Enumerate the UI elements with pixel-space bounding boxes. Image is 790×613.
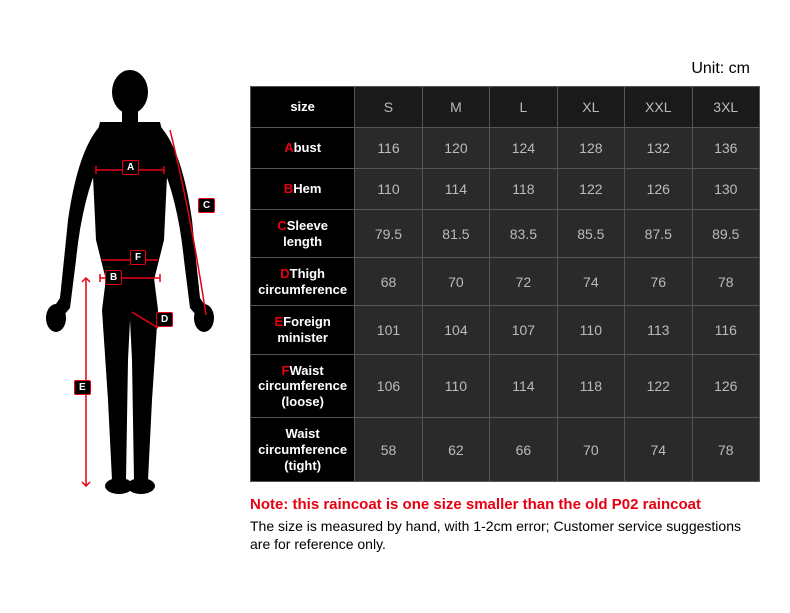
table-cell: 124 <box>490 128 557 169</box>
size-header-cell: size <box>251 87 355 128</box>
table-cell: 130 <box>692 169 759 210</box>
table-cell: 62 <box>422 418 489 482</box>
table-cell: 114 <box>422 169 489 210</box>
table-cell: 83.5 <box>490 210 557 258</box>
unit-label: Unit: cm <box>250 60 760 78</box>
table-cell: 122 <box>557 169 624 210</box>
table-cell: 120 <box>422 128 489 169</box>
table-cell: 118 <box>490 169 557 210</box>
column-header: XL <box>557 87 624 128</box>
column-header: M <box>422 87 489 128</box>
table-cell: 70 <box>557 418 624 482</box>
table-header-row: size SMLXLXXL3XL <box>251 87 760 128</box>
table-cell: 66 <box>490 418 557 482</box>
table-cell: 118 <box>557 354 624 418</box>
table-cell: 78 <box>692 418 759 482</box>
diagram-label-d: D <box>156 312 173 327</box>
table-row: BHem110114118122126130 <box>251 169 760 210</box>
table-row: CSleeve length79.581.583.585.587.589.5 <box>251 210 760 258</box>
table-cell: 89.5 <box>692 210 759 258</box>
column-header: XXL <box>625 87 692 128</box>
table-cell: 81.5 <box>422 210 489 258</box>
row-header: BHem <box>251 169 355 210</box>
table-cell: 110 <box>355 169 422 210</box>
diagram-label-c: C <box>198 198 215 213</box>
table-cell: 116 <box>692 306 759 354</box>
table-row: Waist circumference (tight)586266707478 <box>251 418 760 482</box>
row-header: DThigh circumference <box>251 258 355 306</box>
row-header: Abust <box>251 128 355 169</box>
table-cell: 122 <box>625 354 692 418</box>
column-header: L <box>490 87 557 128</box>
table-cell: 106 <box>355 354 422 418</box>
size-chart-table: size SMLXLXXL3XL Abust116120124128132136… <box>250 86 760 482</box>
table-row: Abust116120124128132136 <box>251 128 760 169</box>
table-cell: 104 <box>422 306 489 354</box>
diagram-label-e: E <box>74 380 91 395</box>
table-cell: 116 <box>355 128 422 169</box>
table-cell: 113 <box>625 306 692 354</box>
row-header: Waist circumference (tight) <box>251 418 355 482</box>
table-cell: 74 <box>557 258 624 306</box>
table-cell: 126 <box>692 354 759 418</box>
table-cell: 74 <box>625 418 692 482</box>
table-cell: 128 <box>557 128 624 169</box>
note-black: The size is measured by hand, with 1-2cm… <box>250 517 760 553</box>
body-measurement-diagram: A B C D E F <box>30 60 230 554</box>
table-cell: 70 <box>422 258 489 306</box>
row-header: CSleeve length <box>251 210 355 258</box>
table-cell: 72 <box>490 258 557 306</box>
table-cell: 58 <box>355 418 422 482</box>
table-cell: 87.5 <box>625 210 692 258</box>
table-cell: 101 <box>355 306 422 354</box>
diagram-label-a: A <box>122 160 139 175</box>
table-cell: 110 <box>422 354 489 418</box>
table-cell: 85.5 <box>557 210 624 258</box>
table-cell: 76 <box>625 258 692 306</box>
table-cell: 110 <box>557 306 624 354</box>
diagram-label-b: B <box>105 270 122 285</box>
table-cell: 114 <box>490 354 557 418</box>
table-row: EForeign minister101104107110113116 <box>251 306 760 354</box>
diagram-label-f: F <box>130 250 146 265</box>
table-cell: 136 <box>692 128 759 169</box>
table-cell: 78 <box>692 258 759 306</box>
row-header: FWaist circumference (loose) <box>251 354 355 418</box>
table-cell: 126 <box>625 169 692 210</box>
row-header: EForeign minister <box>251 306 355 354</box>
table-row: DThigh circumference687072747678 <box>251 258 760 306</box>
table-cell: 107 <box>490 306 557 354</box>
table-cell: 132 <box>625 128 692 169</box>
table-cell: 68 <box>355 258 422 306</box>
column-header: S <box>355 87 422 128</box>
table-row: FWaist circumference (loose)106110114118… <box>251 354 760 418</box>
column-header: 3XL <box>692 87 759 128</box>
table-cell: 79.5 <box>355 210 422 258</box>
note-red: Note: this raincoat is one size smaller … <box>250 496 760 513</box>
